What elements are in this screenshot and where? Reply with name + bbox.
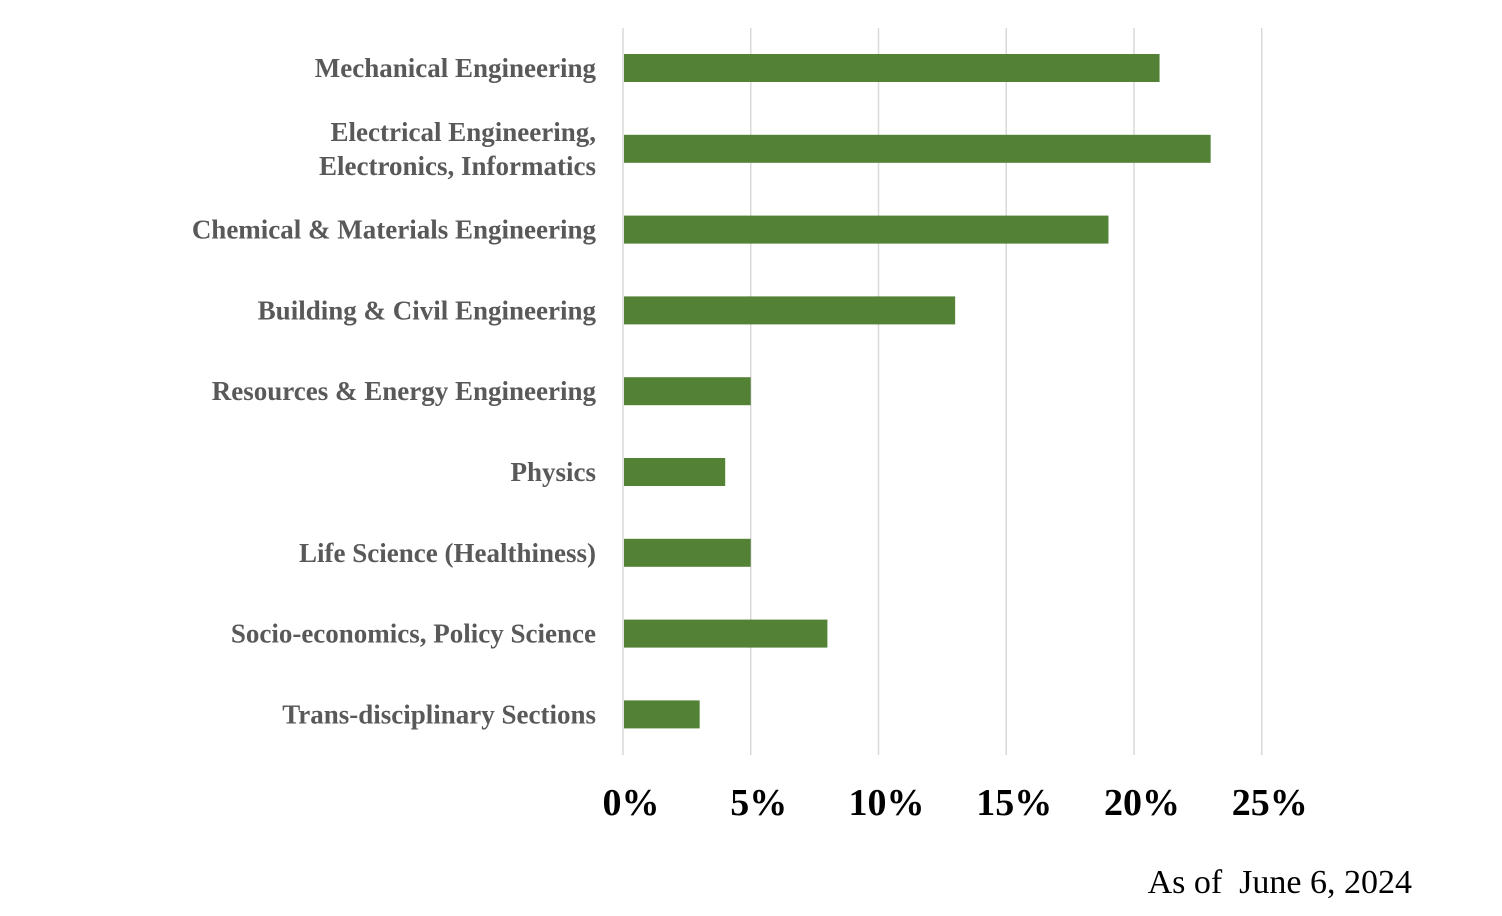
- category-label-3: Chemical & Materials Engineering: [192, 215, 597, 245]
- category-label-5: Resources & Energy Engineering: [212, 376, 597, 406]
- category-label-6: Physics: [510, 457, 596, 487]
- as-of-date-note: As of June 6, 2024: [1147, 864, 1412, 901]
- bar-2: [624, 134, 1211, 163]
- x-tick-label-5: 5%: [730, 782, 787, 824]
- x-tick-label-20: 20%: [1104, 782, 1180, 824]
- bar-3: [624, 215, 1109, 244]
- category-label-2-line-2: Electronics, Informatics: [319, 151, 596, 181]
- bar-4: [624, 296, 956, 325]
- x-tick-label-25: 25%: [1232, 782, 1308, 824]
- bar-7: [624, 538, 751, 567]
- x-tick-label-15: 15%: [976, 782, 1052, 824]
- bar-1: [624, 54, 1160, 82]
- category-label-7: Life Science (Healthiness): [299, 538, 596, 568]
- category-label-8: Socio-economics, Policy Science: [231, 619, 596, 649]
- x-tick-label-0: 0%: [603, 782, 660, 824]
- category-label-9: Trans-disciplinary Sections: [282, 699, 596, 729]
- category-label-2-line-1: Electrical Engineering,: [331, 117, 596, 147]
- category-label-4: Building & Civil Engineering: [258, 295, 597, 325]
- bar-9: [624, 700, 700, 729]
- bar-6: [624, 458, 726, 486]
- bar-5: [624, 377, 751, 406]
- category-label-1: Mechanical Engineering: [315, 53, 597, 83]
- x-tick-label-10: 10%: [849, 782, 925, 824]
- bar-8: [624, 619, 828, 648]
